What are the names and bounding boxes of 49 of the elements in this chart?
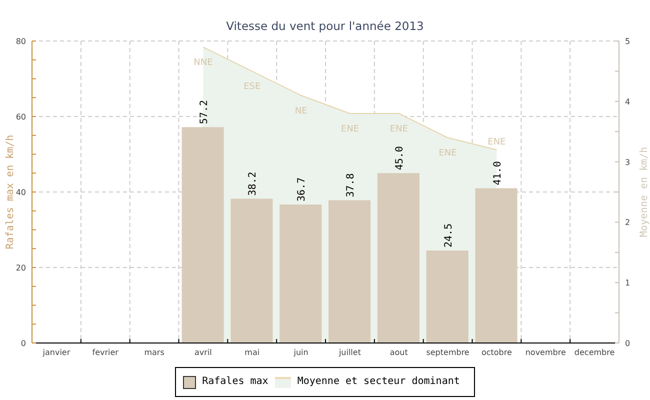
- y2-tick-label: 3: [625, 158, 630, 167]
- y2-tick-label: 0: [625, 339, 630, 348]
- chart-title: Vitesse du vent pour l'année 2013: [226, 19, 424, 33]
- x-tick-label: novembre: [525, 348, 566, 357]
- bar: [280, 204, 322, 343]
- data-label: ENE: [438, 148, 458, 159]
- bar: [426, 250, 468, 343]
- x-tick-label: decembre: [574, 348, 615, 357]
- bar: [377, 173, 420, 343]
- y2-tick-label: 5: [625, 37, 630, 46]
- data-label: 45.0: [394, 146, 406, 170]
- data-label: ENE: [488, 138, 506, 148]
- x-tick-label: avril: [194, 348, 212, 357]
- y2-axis-title: Moyenne en km/h: [639, 146, 650, 238]
- y-tick-label: 80: [16, 37, 26, 46]
- y-axis-title: Rafales max en km/h: [5, 134, 16, 250]
- x-tick-label: mai: [244, 348, 260, 357]
- data-label: ENE: [390, 124, 408, 134]
- y2-tick-label: 1: [625, 278, 630, 288]
- data-label: 38.2: [248, 172, 259, 196]
- y-tick-label: 60: [16, 112, 26, 122]
- data-label: NE: [294, 106, 308, 116]
- y-tick-label: 40: [16, 188, 26, 197]
- data-label: NNE: [194, 58, 214, 68]
- x-tick-label: juillet: [338, 348, 361, 357]
- x-tick-label: aout: [390, 348, 408, 357]
- data-label: ENE: [340, 124, 360, 134]
- data-label: 41.0: [492, 161, 504, 186]
- legend-label: Rafales max: [202, 375, 268, 389]
- x-tick-label: mars: [144, 348, 164, 357]
- x-tick-label: septembre: [426, 348, 470, 357]
- legend-label: Moyenne et secteur dominant: [297, 375, 460, 389]
- bar: [475, 188, 518, 343]
- bar: [230, 198, 273, 343]
- data-label: 37.8: [346, 173, 357, 198]
- data-label: 36.7: [296, 177, 308, 202]
- data-label: 24.5: [443, 223, 454, 248]
- x-tick-label: fevrier: [92, 348, 120, 357]
- y2-tick-label: 2: [625, 218, 630, 228]
- bar: [182, 127, 224, 343]
- data-label: 57.2: [198, 100, 210, 124]
- bar: [328, 200, 371, 343]
- data-label: ESE: [244, 82, 261, 92]
- y-tick-label: 0: [20, 339, 26, 348]
- x-tick-label: octobre: [481, 348, 512, 357]
- x-tick-label: juin: [292, 348, 308, 357]
- y2-tick-label: 4: [625, 97, 630, 106]
- y-tick-label: 20: [16, 264, 26, 272]
- x-tick-label: janvier: [42, 348, 71, 357]
